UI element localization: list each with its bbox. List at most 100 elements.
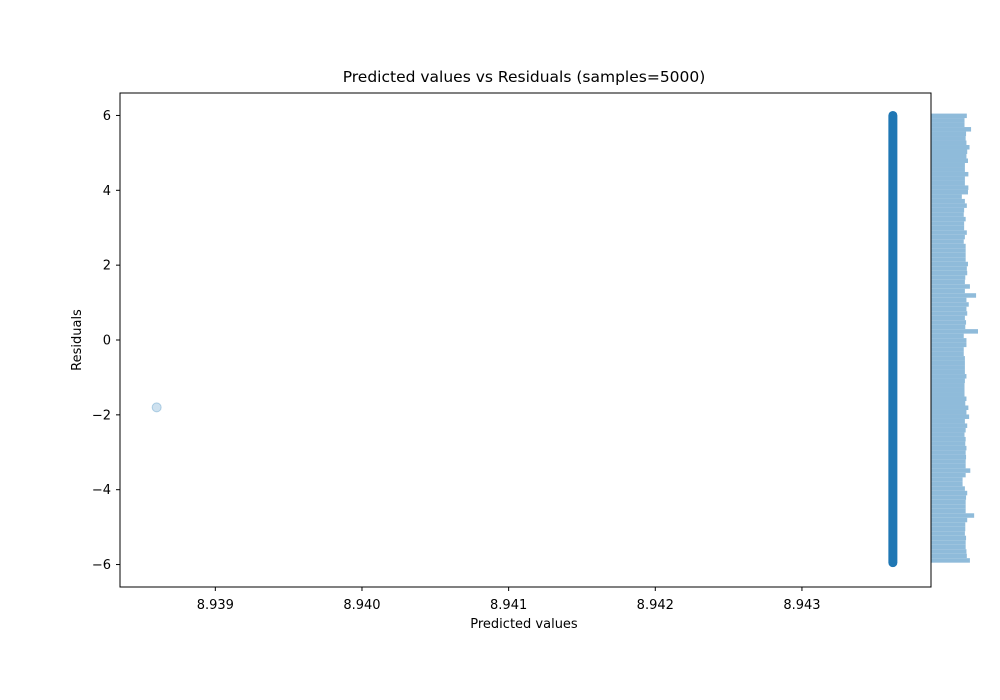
y-tick-label: 0 — [103, 334, 111, 349]
histogram-bar — [931, 405, 969, 410]
histogram-bar — [931, 522, 966, 527]
histogram-bar — [931, 333, 964, 339]
histogram-bar — [931, 324, 966, 330]
histogram-bar — [931, 351, 964, 357]
histogram-bar — [931, 185, 969, 190]
histogram-bar — [931, 409, 967, 415]
histogram-bar — [931, 472, 966, 478]
histogram-bar — [931, 239, 964, 244]
histogram-bar — [931, 297, 967, 303]
histogram-bar — [931, 414, 970, 419]
histogram-bar — [931, 118, 965, 123]
histogram-bar — [931, 477, 963, 482]
histogram-bar — [931, 261, 968, 267]
histogram-bar — [931, 486, 965, 491]
histogram-bar — [931, 526, 966, 532]
histogram-bar — [931, 315, 965, 321]
histogram-bar — [931, 535, 967, 541]
histogram-bar — [931, 356, 965, 361]
histogram-bar — [931, 553, 967, 559]
histogram-bar — [931, 549, 967, 554]
histogram-bar — [931, 122, 965, 128]
histogram-bar — [931, 459, 966, 464]
x-tick-label: 8.939 — [197, 598, 234, 613]
y-tick-label: −4 — [92, 483, 111, 498]
histogram-bar — [931, 342, 967, 348]
x-tick-label: 8.941 — [490, 598, 527, 613]
outlier-point — [151, 402, 162, 413]
histogram-bar — [931, 154, 967, 159]
histogram-bar — [931, 257, 966, 262]
histogram-bar — [931, 517, 968, 523]
histogram-bar — [931, 306, 967, 312]
y-tick-label: −6 — [92, 558, 111, 573]
x-tick-label: 8.940 — [343, 598, 380, 613]
histogram-bar — [931, 392, 965, 397]
histogram-bar — [931, 225, 965, 231]
histogram-bar — [931, 284, 970, 289]
histogram-bar — [931, 180, 965, 186]
histogram-bar — [931, 558, 970, 563]
histogram-bar — [931, 468, 971, 473]
x-tick-label: 8.943 — [783, 598, 820, 613]
histogram-bar — [931, 189, 968, 195]
histogram-bar — [931, 140, 967, 146]
histogram-bar — [931, 145, 970, 150]
histogram-bar — [931, 387, 965, 393]
histogram-bar — [931, 266, 967, 271]
histogram-bar — [931, 171, 969, 177]
histogram-bar — [931, 490, 968, 496]
histogram-bar — [931, 131, 967, 137]
histogram-bar — [931, 540, 966, 545]
x-axis-label: Predicted values — [470, 617, 578, 632]
histogram-bar — [931, 212, 964, 217]
histogram-bar — [931, 275, 966, 280]
histogram-bar — [931, 167, 965, 172]
histogram-bar — [931, 423, 968, 428]
histogram-bar — [931, 221, 965, 226]
histogram-bar — [931, 427, 966, 433]
histogram-bar — [931, 544, 966, 550]
histogram-bar — [931, 279, 965, 285]
histogram-bar — [931, 369, 965, 375]
histogram-bar — [931, 432, 965, 437]
histogram-bar — [931, 441, 966, 446]
histogram-bar — [931, 320, 967, 325]
histogram-bar — [931, 230, 967, 235]
histogram-bar — [931, 198, 965, 204]
histogram-bar — [931, 374, 967, 379]
chart-title: Predicted values vs Residuals (samples=5… — [343, 68, 706, 86]
histogram-bar — [931, 401, 966, 406]
histogram-bar — [931, 360, 965, 366]
histogram-bar — [931, 329, 978, 334]
histogram-bar — [931, 252, 966, 258]
histogram-bar — [931, 234, 965, 240]
histogram-bar — [931, 243, 966, 249]
histogram-bar — [931, 499, 966, 505]
histogram-bar — [931, 248, 966, 253]
histogram-bar — [931, 508, 966, 514]
histogram-bar — [931, 495, 967, 500]
histogram-bar — [931, 418, 965, 424]
histogram-bar — [931, 513, 975, 518]
histogram-bar — [931, 504, 966, 509]
histogram-bar — [931, 365, 965, 370]
histogram-bar — [931, 203, 967, 208]
histogram-bar — [931, 136, 966, 141]
plot-frame — [119, 92, 932, 588]
histogram-bar — [931, 378, 965, 384]
histogram-bar — [931, 149, 968, 155]
histogram-bar — [931, 463, 966, 469]
y-axis-label: Residuals — [70, 309, 85, 371]
histogram-bar — [931, 127, 972, 132]
histogram-bar — [931, 162, 965, 168]
histogram-bar — [931, 302, 969, 307]
y-tick-label: 6 — [103, 109, 111, 124]
histogram-bar — [931, 158, 968, 163]
histogram-bar — [931, 454, 967, 460]
y-tick-label: 4 — [103, 184, 111, 199]
histogram-bar — [931, 293, 977, 298]
histogram-bar — [931, 288, 965, 294]
histogram-bar — [931, 383, 965, 388]
histogram-bar — [931, 194, 962, 199]
